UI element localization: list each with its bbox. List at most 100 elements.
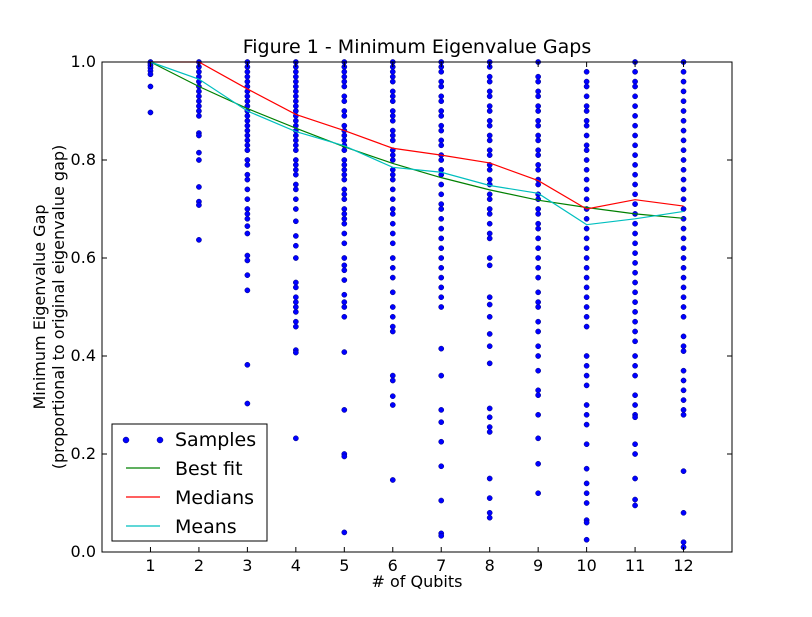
sample-point bbox=[341, 230, 348, 237]
sample-point bbox=[244, 113, 251, 119]
legend-best-fit-label: Best fit bbox=[175, 458, 243, 480]
sample-point bbox=[389, 68, 396, 75]
legend-samples-marker-2 bbox=[156, 436, 164, 444]
sample-point bbox=[389, 157, 396, 163]
sample-point bbox=[583, 78, 590, 85]
sample-point bbox=[244, 132, 251, 139]
sample-point bbox=[680, 88, 687, 95]
sample-point bbox=[244, 142, 251, 149]
sample-point bbox=[438, 532, 445, 539]
sample-point bbox=[438, 201, 445, 207]
sample-point bbox=[438, 407, 445, 413]
sample-point bbox=[389, 171, 396, 178]
sample-point bbox=[389, 73, 396, 80]
ticks-layer: 1 2 3 4 5 6 7 8 9 10 11 120.00.20.40.60.81.0 bbox=[71, 52, 732, 575]
sample-point bbox=[244, 157, 251, 163]
sample-point bbox=[632, 441, 638, 448]
sample-point bbox=[632, 475, 638, 482]
sample-point bbox=[438, 345, 445, 352]
sample-point bbox=[583, 411, 590, 418]
sample-point bbox=[535, 108, 542, 114]
sample-point bbox=[680, 186, 687, 193]
x-axis-label: # of Qubits bbox=[372, 572, 463, 591]
sample-point bbox=[535, 235, 542, 242]
sample-point bbox=[680, 196, 687, 203]
sample-point bbox=[486, 93, 493, 100]
sample-point bbox=[438, 142, 445, 149]
sample-point bbox=[583, 402, 590, 408]
sample-point bbox=[293, 88, 299, 95]
sample-point bbox=[535, 328, 542, 335]
legend-samples-label: Samples bbox=[175, 429, 256, 451]
sample-point bbox=[680, 313, 687, 320]
sample-point bbox=[680, 166, 687, 173]
sample-point bbox=[438, 294, 445, 301]
x-tick-label: 7 bbox=[436, 556, 446, 575]
sample-point bbox=[632, 152, 638, 158]
sample-point bbox=[632, 132, 638, 139]
sample-point bbox=[680, 539, 687, 546]
sample-point bbox=[583, 186, 590, 193]
sample-point bbox=[632, 318, 638, 325]
sample-point bbox=[583, 117, 590, 124]
sample-point bbox=[341, 453, 348, 460]
sample-point bbox=[341, 176, 348, 183]
sample-point bbox=[244, 127, 251, 134]
sample-point bbox=[389, 88, 396, 95]
sample-point bbox=[535, 318, 542, 325]
sample-point bbox=[535, 166, 542, 173]
sample-point bbox=[680, 255, 687, 261]
sample-point bbox=[293, 206, 299, 212]
sample-point bbox=[680, 284, 687, 291]
sample-point bbox=[293, 132, 299, 139]
sample-point bbox=[293, 233, 299, 239]
sample-point bbox=[583, 382, 590, 389]
sample-point bbox=[486, 255, 493, 261]
sample-point bbox=[583, 215, 590, 222]
sample-point bbox=[389, 152, 396, 158]
sample-point bbox=[389, 240, 396, 247]
sample-point bbox=[680, 78, 687, 85]
sample-point bbox=[341, 147, 348, 154]
sample-point bbox=[535, 122, 542, 129]
sample-point bbox=[244, 252, 251, 259]
sample-point bbox=[389, 377, 396, 384]
sample-point bbox=[632, 93, 638, 100]
sample-point bbox=[341, 83, 348, 90]
sample-point bbox=[244, 400, 251, 407]
sample-point bbox=[438, 438, 445, 445]
sample-point bbox=[583, 465, 590, 472]
sample-point bbox=[438, 137, 445, 144]
sample-point bbox=[244, 147, 251, 154]
sample-point bbox=[632, 299, 638, 305]
sample-point bbox=[632, 372, 638, 379]
sample-point bbox=[293, 196, 299, 203]
sample-point bbox=[583, 294, 590, 301]
sample-point bbox=[486, 137, 493, 144]
sample-point bbox=[341, 122, 348, 129]
sample-point bbox=[680, 343, 687, 350]
sample-point bbox=[583, 122, 590, 129]
sample-point bbox=[389, 274, 396, 281]
sample-point bbox=[486, 301, 493, 308]
sample-point bbox=[680, 274, 687, 281]
sample-point bbox=[341, 407, 348, 413]
sample-point bbox=[486, 343, 493, 350]
sample-point bbox=[583, 480, 590, 487]
sample-point bbox=[389, 113, 396, 119]
sample-point bbox=[438, 157, 445, 163]
sample-point bbox=[438, 206, 445, 212]
sample-point bbox=[535, 435, 542, 442]
sample-point bbox=[583, 83, 590, 90]
sample-point bbox=[293, 117, 299, 124]
sample-point bbox=[583, 421, 590, 428]
sample-point bbox=[244, 211, 251, 217]
sample-point bbox=[293, 318, 299, 325]
sample-point bbox=[583, 176, 590, 183]
sample-point bbox=[389, 328, 396, 335]
sample-point bbox=[583, 441, 590, 448]
sample-point bbox=[535, 274, 542, 281]
legend-samples-marker-1 bbox=[122, 436, 130, 444]
plot-frame bbox=[101, 61, 733, 553]
sample-point bbox=[438, 372, 445, 379]
